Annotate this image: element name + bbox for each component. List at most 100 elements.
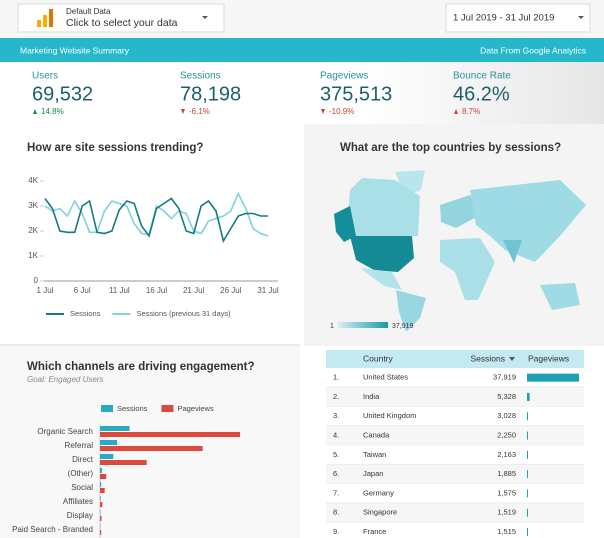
rank-cell: 9. — [333, 527, 339, 536]
map-legend-min: 1 — [330, 323, 334, 330]
sessions-cell: 3,028 — [497, 411, 516, 420]
scorecard-label: Pageviews — [320, 71, 368, 82]
column-header: Sessions — [471, 353, 506, 363]
pageviews-bar — [527, 450, 528, 459]
legend-swatch — [161, 405, 174, 412]
bar — [100, 516, 102, 521]
country-cell: Taiwan — [363, 450, 386, 459]
bar — [100, 454, 114, 459]
line-series — [44, 191, 269, 237]
date-range-selector[interactable] — [445, 3, 591, 33]
dropdown-caret — [578, 16, 584, 19]
bar — [100, 502, 103, 507]
scorecard-change: 8.7% — [462, 107, 480, 116]
y-tick-label: Direct — [72, 455, 94, 464]
legend-label: Sessions (previous 31 days) — [136, 309, 231, 318]
pageviews-bar — [527, 470, 528, 479]
column-header: Pageviews — [528, 353, 569, 363]
landmass — [540, 283, 580, 310]
table-row — [326, 522, 584, 538]
x-tick-label: 21 Jul — [183, 286, 205, 295]
x-tick-label: 1 Jul — [37, 286, 54, 295]
bar — [100, 440, 118, 445]
bar — [100, 446, 203, 451]
pageviews-bar — [527, 489, 528, 498]
country-cell: Japan — [363, 469, 383, 478]
chart-title: What are the top countries by sessions? — [340, 142, 561, 154]
bar — [100, 496, 101, 501]
table-row — [326, 425, 584, 446]
legend-label: Sessions — [70, 309, 101, 318]
landmass — [470, 180, 586, 262]
table-row — [326, 368, 584, 388]
scorecard-label: Users — [32, 71, 58, 82]
x-tick-label: 26 Jul — [220, 286, 242, 295]
country-cell: Germany — [363, 488, 394, 497]
sessions-cell: 5,328 — [497, 392, 516, 401]
y-tick-label: Referral — [65, 441, 94, 450]
sessions-cell: 37,919 — [493, 373, 516, 382]
icon-bar — [49, 9, 53, 27]
rank-cell: 4. — [333, 431, 339, 440]
x-tick-label: 16 Jul — [146, 286, 168, 295]
icon-bar — [37, 20, 41, 27]
legend-label: Sessions — [117, 404, 148, 413]
rank-cell: 6. — [333, 469, 339, 478]
rank-cell: 7. — [333, 488, 339, 497]
chart-subtitle: Goal: Engaged Users — [27, 375, 104, 384]
chart-title: Which channels are driving engagement? — [27, 361, 255, 373]
country-cell: United States — [363, 373, 408, 382]
sort-indicator — [509, 357, 515, 361]
bar — [100, 530, 102, 535]
pageviews-bar — [527, 528, 528, 537]
sessions-cell: 2,163 — [497, 450, 516, 459]
country-cell: France — [363, 527, 386, 536]
sessions-cell: 1,575 — [497, 488, 516, 497]
table-row — [326, 387, 584, 407]
landmass — [440, 195, 482, 228]
world-map — [334, 170, 586, 332]
scorecard-change: -6.1% — [189, 107, 210, 116]
landmass — [348, 178, 420, 236]
y-tick-label: Organic Search — [37, 427, 93, 436]
x-tick-label: 11 Jul — [109, 286, 130, 295]
sessions-cell: 2,250 — [497, 431, 516, 440]
y-tick-label: (Other) — [68, 469, 94, 478]
x-tick-label: 6 Jul — [74, 286, 91, 295]
scorecard-value: 78,198 — [180, 83, 241, 105]
map-legend-scale — [338, 322, 388, 328]
y-tick-label: Social — [71, 483, 93, 492]
scorecard-strip — [0, 62, 604, 124]
source-label: Default Data — [66, 7, 111, 16]
banner-source: Data From Google Analytics — [480, 45, 586, 55]
bar — [100, 460, 147, 465]
landmass — [396, 290, 426, 332]
sessions-cell: 1,515 — [497, 527, 516, 536]
table-row — [326, 503, 584, 523]
table-row — [326, 464, 584, 484]
table-row — [326, 406, 584, 426]
table-row — [326, 483, 584, 504]
scorecard-change: 14.8% — [41, 107, 64, 116]
date-range: 1 Jul 2019 - 31 Jul 2019 — [453, 13, 554, 24]
scorecard-value: 69,532 — [32, 83, 93, 105]
sessions-cell: 1,885 — [497, 469, 516, 478]
icon-bar — [43, 15, 47, 27]
rank-cell: 3. — [333, 411, 339, 420]
scorecard-change: -10.9% — [329, 107, 354, 116]
sessions-cell: 1,519 — [497, 508, 516, 517]
banner-title: Marketing Website Summary — [20, 45, 130, 55]
bar — [100, 482, 102, 487]
y-tick-label: Display — [67, 511, 93, 520]
pageviews-bar — [527, 373, 579, 382]
change-arrow — [454, 109, 458, 114]
x-tick-label: 31 Jul — [257, 286, 279, 295]
change-arrow — [33, 109, 37, 114]
rank-cell: 2. — [333, 392, 339, 401]
bar — [100, 432, 240, 437]
country-cell: Canada — [363, 431, 390, 440]
scorecard-label: Sessions — [180, 71, 221, 82]
landmass — [360, 268, 402, 290]
